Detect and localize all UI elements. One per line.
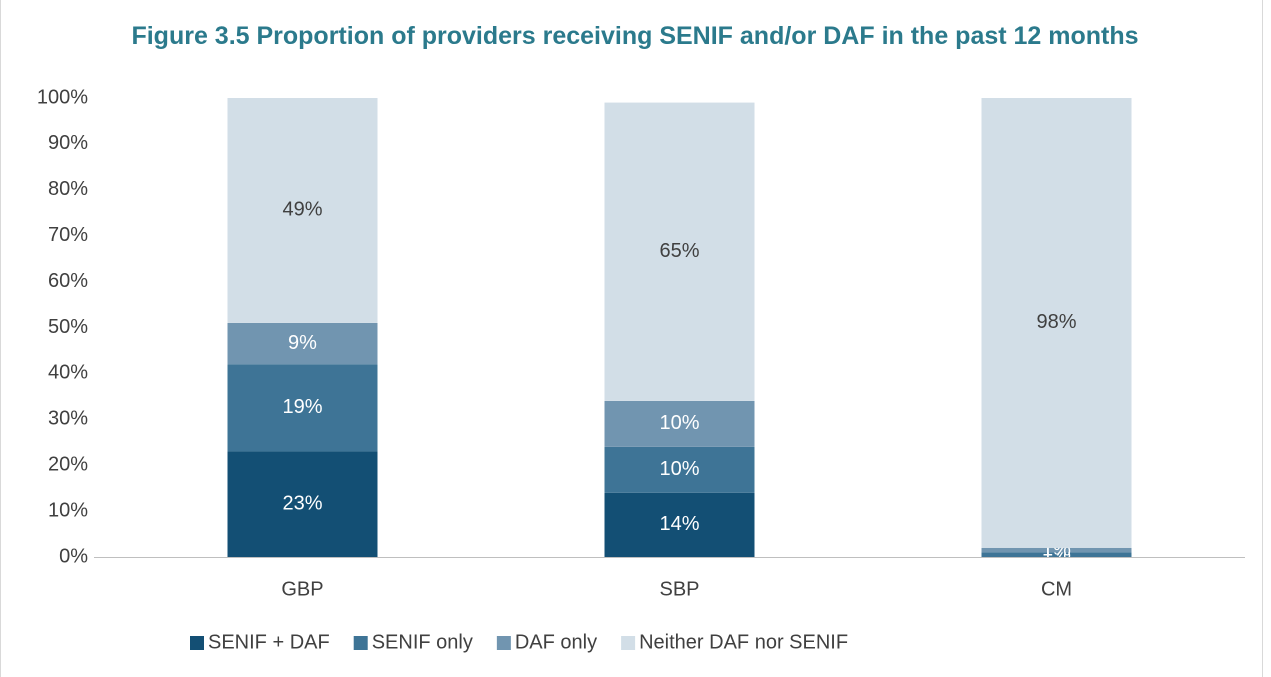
x-tick-label: SBP	[659, 578, 699, 600]
data-label: 14%	[659, 513, 699, 535]
data-label: 98%	[1036, 311, 1076, 333]
data-label: 10%	[659, 458, 699, 480]
bar-segment	[227, 322, 378, 365]
legend-swatch	[190, 636, 204, 650]
bar-segment	[227, 364, 378, 452]
data-label: 23%	[282, 492, 322, 514]
chart-title: Figure 3.5 Proportion of providers recei…	[131, 22, 1139, 50]
legend-swatch	[353, 636, 368, 650]
y-tick-label: 100%	[37, 86, 88, 108]
y-tick-label: 50%	[48, 316, 88, 338]
y-tick-label: 30%	[48, 408, 88, 430]
bar-segment	[981, 98, 1132, 548]
x-tick-label: CM	[1041, 578, 1072, 600]
y-tick-label: 10%	[48, 499, 88, 521]
legend-swatch	[621, 636, 636, 650]
legend-label: DAF only	[515, 631, 597, 653]
y-tick-label: 80%	[48, 178, 88, 200]
y-tick-label: 40%	[48, 362, 88, 384]
data-label: 49%	[282, 199, 322, 221]
bar-segment	[981, 552, 1132, 557]
bar-segment	[604, 400, 755, 447]
data-label: 19%	[282, 396, 322, 418]
bar-segment	[227, 98, 378, 323]
legend-label: SENIF + DAF	[208, 631, 330, 653]
bar-segment	[227, 451, 378, 557]
bar-segment	[981, 547, 1132, 553]
y-tick-label: 20%	[48, 453, 88, 475]
bar-segment	[604, 492, 755, 557]
y-tick-label: 60%	[48, 270, 88, 292]
legend-label: Neither DAF nor SENIF	[639, 631, 848, 653]
y-tick-label: 90%	[48, 132, 88, 154]
y-tick-label: 70%	[48, 224, 88, 246]
data-label: 9%	[288, 332, 317, 354]
legend-swatch	[496, 636, 511, 650]
bar-segment	[604, 446, 755, 493]
data-label: 65%	[659, 240, 699, 262]
legend-label: SENIF only	[372, 631, 473, 653]
x-tick-label: GBP	[281, 578, 323, 600]
data-label: 10%	[659, 412, 699, 434]
y-tick-label: 0%	[59, 545, 88, 567]
bar-segment	[604, 102, 755, 401]
